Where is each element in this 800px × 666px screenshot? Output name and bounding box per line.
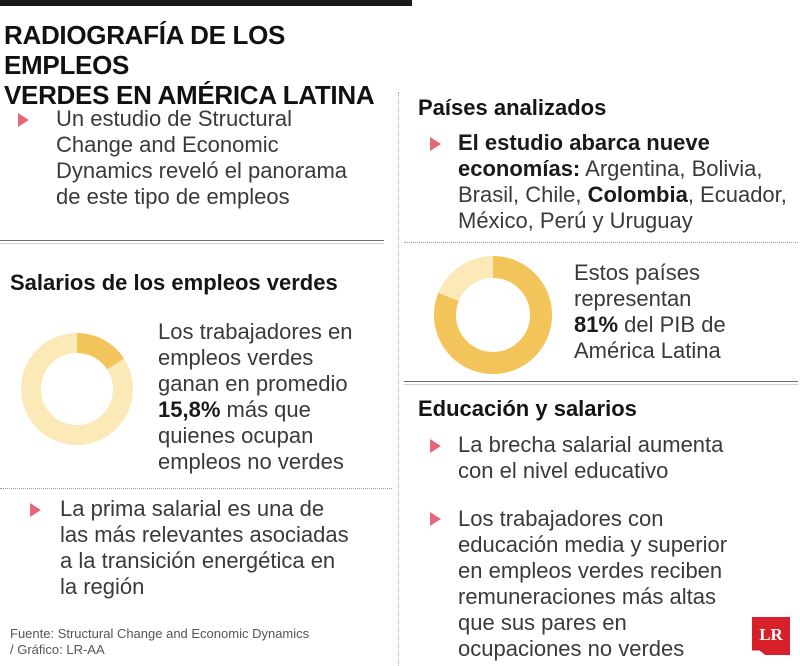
salarios-text: Los trabajadores en empleos verdes ganan… [158, 319, 353, 474]
bullet-arrow-icon [430, 512, 441, 526]
prima-text: La prima salarial es una de las más rele… [60, 496, 349, 599]
lr-logo: LR [752, 617, 790, 655]
bullet-arrow-icon [30, 503, 41, 517]
page-title: RADIOGRAFÍA DE LOS EMPLEOS VERDES EN AMÉ… [4, 20, 414, 110]
educacion-bullet-2: Los trabajadores con educación media y s… [458, 506, 728, 661]
pib-donut-chart [434, 256, 552, 374]
paises-text: El estudio abarca nueve economías: Argen… [458, 130, 787, 233]
title-line-2: VERDES EN AMÉRICA LATINA [4, 80, 375, 110]
dotted-separator [0, 488, 392, 489]
bullet-arrow-icon [430, 137, 441, 151]
section-separator [0, 240, 384, 241]
dotted-separator [404, 242, 798, 243]
highlight-colombia: Colombia [587, 182, 688, 207]
salary-premium-value: 15,8% [158, 397, 221, 422]
pib-text: Estos países representan 81% del PIB de … [574, 260, 726, 363]
source-footer: Fuente: Structural Change and Economic D… [10, 626, 310, 657]
intro-text: Un estudio de Structural Change and Econ… [56, 106, 348, 209]
column-divider [398, 92, 399, 666]
section-separator [404, 381, 798, 382]
pib-share-value: 81% [574, 312, 619, 337]
salary-donut-chart [21, 333, 133, 445]
pib-donut-fill [434, 256, 552, 374]
bullet-arrow-icon [430, 439, 441, 453]
bullet-arrow-icon [18, 113, 29, 127]
top-bar [0, 0, 412, 6]
title-line-1: RADIOGRAFÍA DE LOS EMPLEOS [4, 20, 286, 80]
salarios-heading: Salarios de los empleos verdes [10, 270, 338, 295]
educacion-bullet-1: La brecha salarial aumenta con el nivel … [458, 432, 724, 483]
educacion-heading: Educación y salarios [418, 396, 637, 421]
salary-donut-fill [21, 333, 133, 445]
paises-heading: Países analizados [418, 95, 607, 120]
